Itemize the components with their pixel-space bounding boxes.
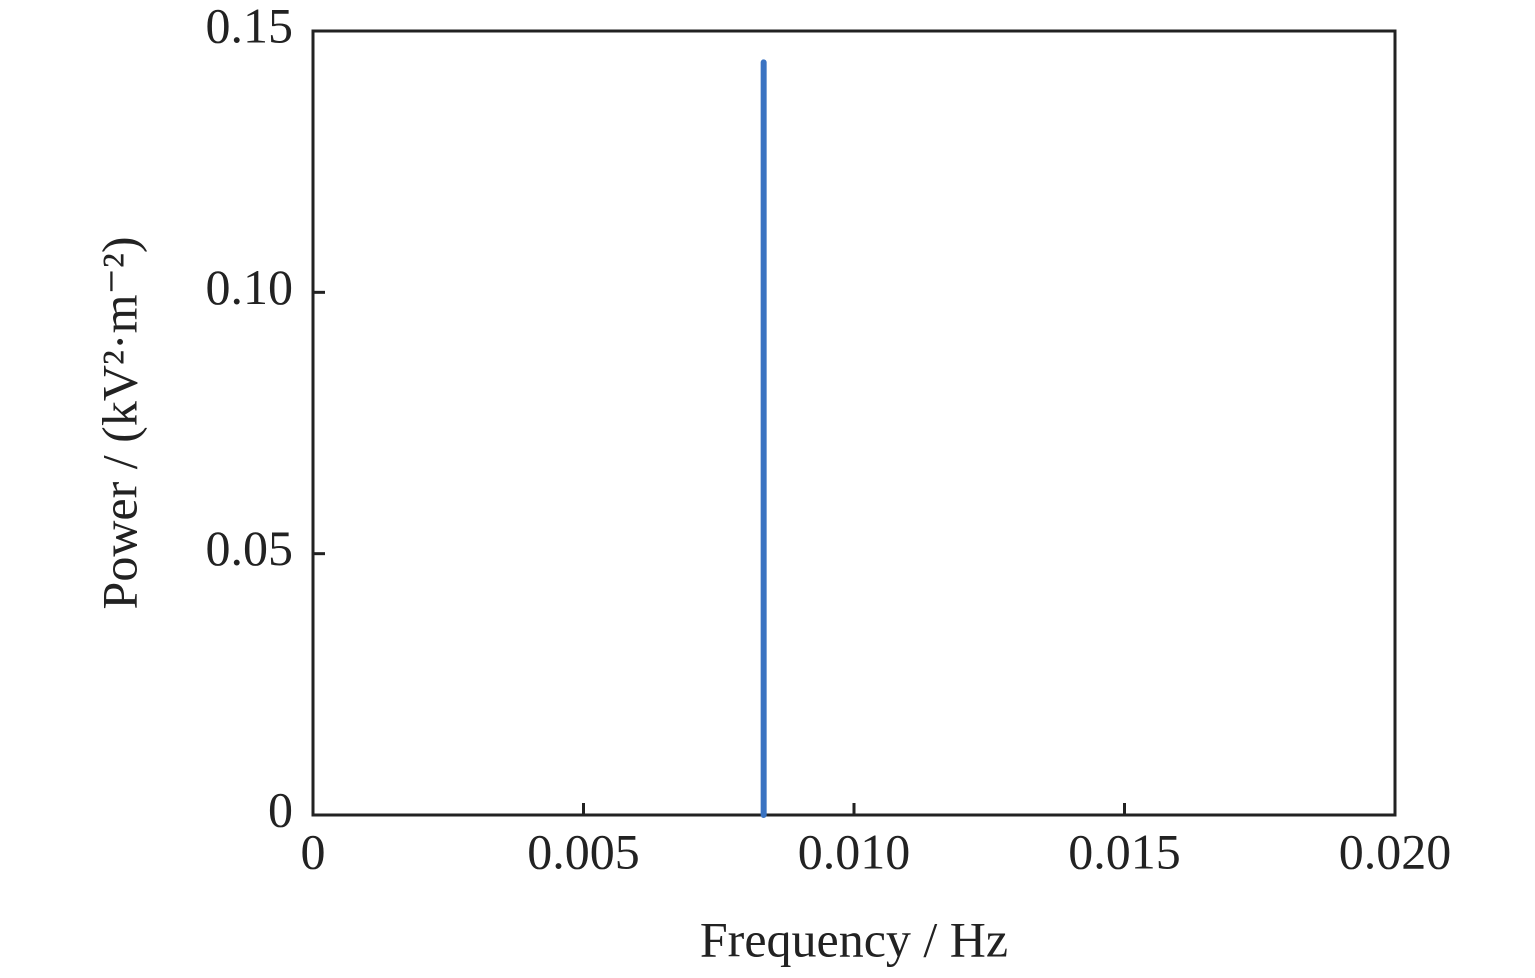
x-tick-label: 0	[301, 823, 326, 879]
y-axis-label: Power / (kV²·m⁻²)	[91, 237, 147, 610]
x-axis-label: Frequency / Hz	[700, 911, 1008, 967]
x-tick-label: 0.010	[798, 823, 911, 879]
y-tick-label: 0.10	[206, 259, 294, 315]
x-tick-label: 0.005	[527, 823, 640, 879]
y-tick-label: 0.05	[206, 520, 294, 576]
x-tick-label: 0.020	[1339, 823, 1452, 879]
x-tick-label: 0.015	[1068, 823, 1181, 879]
y-tick-label: 0	[268, 781, 293, 837]
y-tick-label: 0.15	[206, 0, 294, 53]
plot-frame	[311, 29, 1397, 817]
